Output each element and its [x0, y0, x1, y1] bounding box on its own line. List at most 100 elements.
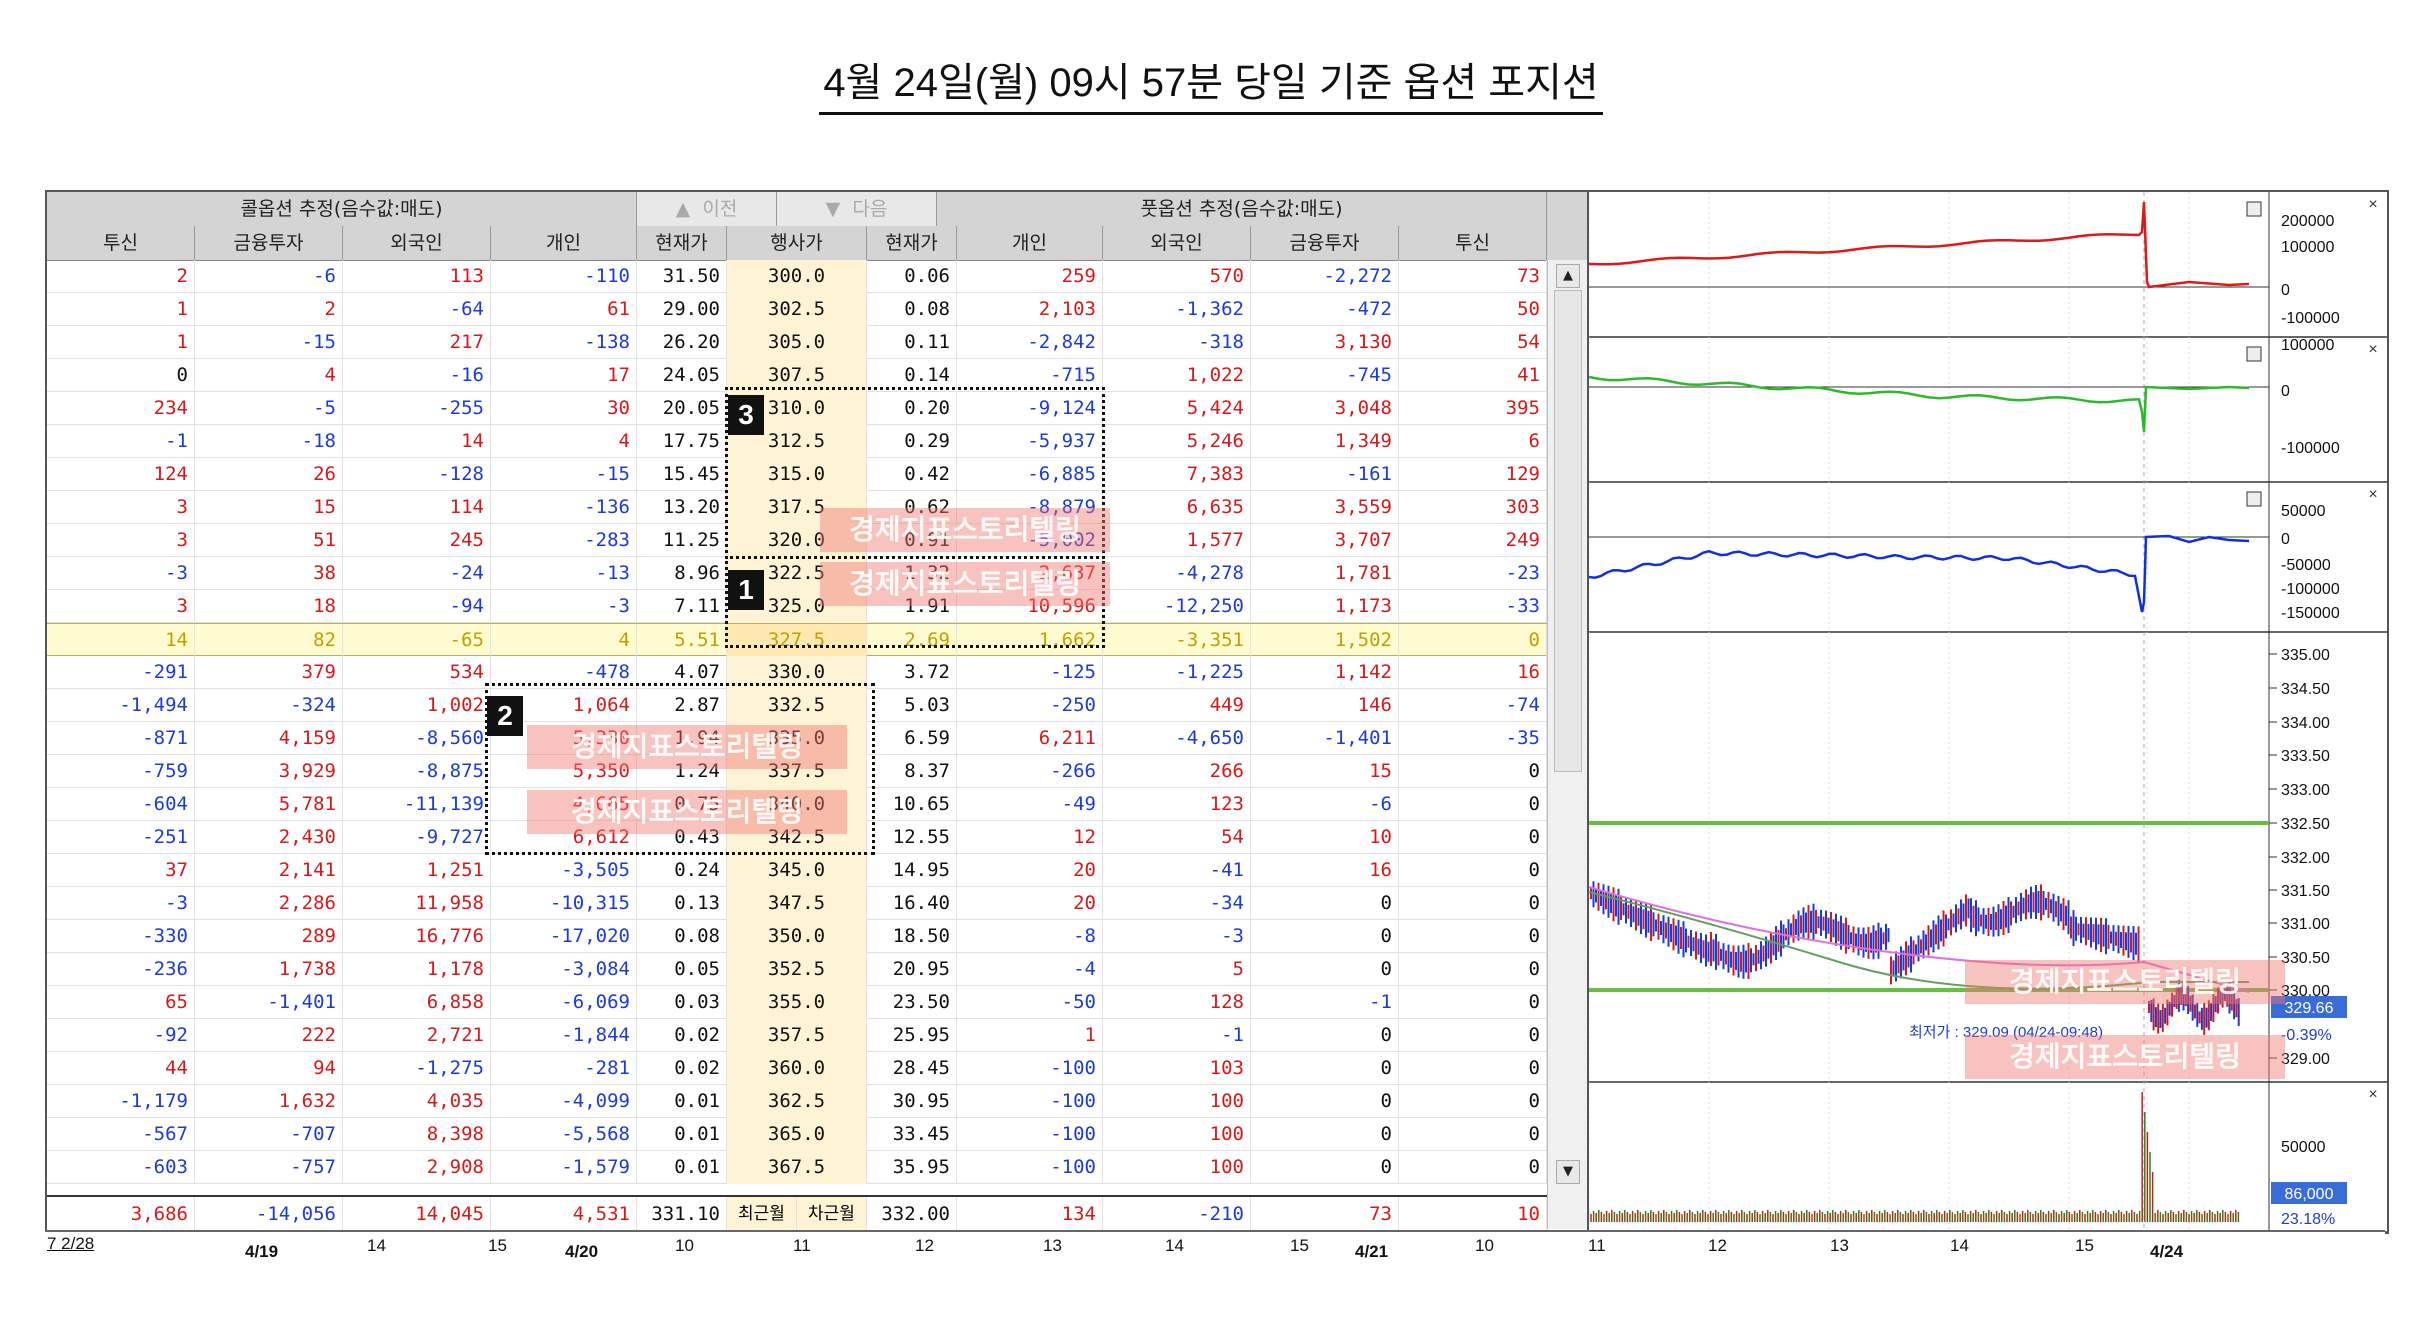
price-axis-label: 332.50 — [2281, 816, 2330, 833]
put-individual-cell: -715 — [957, 359, 1103, 392]
call-price-cell: 5.51 — [637, 624, 727, 657]
table-row[interactable]: 0 4 -16 17 24.05 307.5 0.14 -715 1,022 -745 41 — [47, 359, 1547, 392]
current-price-box — [2271, 996, 2347, 1018]
col-header[interactable]: 금융투자 — [195, 226, 343, 260]
table-row[interactable]: -1 -18 14 4 17.75 312.5 0.29 -5,937 5,246 1,349 6 — [47, 425, 1547, 458]
put-individual-cell: -2,842 — [957, 326, 1103, 359]
col-header[interactable]: 금융투자 — [1251, 226, 1399, 260]
call-fin-invest-cell: -1,401 — [195, 986, 343, 1019]
watermark: 경제지표스토리텔링 — [1965, 960, 2285, 1004]
watermark: 경제지표스토리텔링 — [820, 508, 1110, 552]
close-pane-icon[interactable]: × — [2368, 486, 2377, 503]
watermark: 경제지표스토리텔링 — [1965, 1035, 2285, 1079]
table-row[interactable]: -1,494 -324 1,002 1,064 2.87 332.5 5.03 -250 449… — [47, 689, 1547, 722]
call-foreign-cell: 6,858 — [343, 986, 491, 1019]
volume-pct-label: 23.18% — [2281, 1211, 2335, 1228]
table-row[interactable]: -871 4,159 -8,560 5,330 1.94 335.0 6.59 6,211 -4… — [47, 722, 1547, 755]
table-row[interactable]: -3 38 -24 -13 8.96 322.5 1.32 2,637 -4,278 1,781-… — [47, 557, 1547, 590]
put-inv-trust-cell: 0 — [1399, 887, 1547, 920]
table-row[interactable]: 2 -6 113 -110 31.50 300.0 0.06 259 570 -2,272 73 — [47, 260, 1547, 293]
col-header[interactable]: 외국인 — [1103, 226, 1251, 260]
time-axis: 7 2/28 4/19 14 15 4/20 10 11 12 13 14 15 4/21 10 11 12… — [45, 1230, 2385, 1272]
summary-cell: 331.10 — [637, 1197, 727, 1231]
call-fin-invest-cell: -18 — [195, 425, 343, 458]
table-row[interactable]: 65 -1,401 6,858 -6,069 0.03 355.0 23.50 -50 128-… — [47, 986, 1547, 1019]
table-row[interactable]: -604 5,781 -11,139 4,665 0.75 340.0 10.65 -49 12… — [47, 788, 1547, 821]
call-inv-trust-cell: -603 — [47, 1151, 195, 1184]
call-fin-invest-cell: 3,929 — [195, 755, 343, 788]
col-header[interactable]: 행사가 — [727, 226, 867, 260]
scroll-down-icon[interactable]: ▼ — [1556, 1160, 1580, 1184]
table-row[interactable]: 124 26 -128 -15 15.45 315.0 0.42 -6,885 7,383 -16… — [47, 458, 1547, 491]
table-row[interactable]: 1 2 -64 61 29.00 302.5 0.08 2,103 -1,362 -472 50 — [47, 293, 1547, 326]
call-inv-trust-cell: 37 — [47, 854, 195, 887]
col-header[interactable]: 외국인 — [343, 226, 491, 260]
call-inv-trust-cell: 3 — [47, 590, 195, 623]
table-row[interactable]: -3 2,286 11,958 -10,315 0.13 347.5 16.40 20 -34 0… — [47, 887, 1547, 920]
table-row[interactable]: -1,179 1,632 4,035 -4,099 0.01 362.5 30.95 -100… — [47, 1085, 1547, 1118]
call-fin-invest-cell: 2,141 — [195, 854, 343, 887]
close-pane-icon[interactable]: × — [2368, 341, 2377, 358]
col-header[interactable]: 투신 — [1399, 226, 1547, 260]
call-fin-invest-cell: 4,159 — [195, 722, 343, 755]
col-header[interactable]: 투신 — [47, 226, 195, 260]
pane3-axis-label: -100000 — [2281, 581, 2340, 598]
col-header[interactable]: 개인 — [957, 226, 1103, 260]
put-foreign-cell: 6,635 — [1103, 491, 1251, 524]
put-foreign-cell: 570 — [1103, 260, 1251, 293]
foreign-futures-line — [1588, 201, 2250, 289]
summary-cell: 4,531 — [491, 1197, 637, 1231]
table-row[interactable]: -92 222 2,721 -1,844 0.02 357.5 25.95 1 -1 0 0 — [47, 1019, 1547, 1052]
pane1-axis-label: 200000 — [2281, 213, 2334, 230]
strike-price-cell: 327.5 — [727, 624, 867, 657]
pane3-axis-label: -150000 — [2281, 605, 2340, 622]
table-row[interactable]: 3 51 245 -283 11.25 320.0 0.91 -5,002 1,577 3,707… — [47, 524, 1547, 557]
next-button[interactable]: ▼ 다음 — [777, 192, 937, 226]
put-price-cell: 10.65 — [867, 788, 957, 821]
summary-cell: 3,686 — [47, 1197, 195, 1231]
table-row[interactable]: 37 2,141 1,251 -3,505 0.24 345.0 14.95 20 -41 16 0 — [47, 854, 1547, 887]
pane-expand-icon[interactable] — [2246, 346, 2262, 362]
put-foreign-cell: -4,278 — [1103, 557, 1251, 590]
col-header[interactable]: 현재가 — [867, 226, 957, 260]
col-header[interactable]: 현재가 — [637, 226, 727, 260]
scroll-thumb[interactable] — [1554, 290, 1582, 772]
put-inv-trust-cell: 0 — [1399, 755, 1547, 788]
call-foreign-cell: 4,035 — [343, 1085, 491, 1118]
table-row[interactable]: -603 -757 2,908 -1,579 0.01 367.5 35.95 -100 100… — [47, 1151, 1547, 1184]
pane-expand-icon[interactable] — [2246, 201, 2262, 217]
scroll-up-icon[interactable]: ▲ — [1556, 264, 1580, 288]
close-pane-icon[interactable]: × — [2368, 1086, 2377, 1103]
call-individual-cell: 4,665 — [491, 788, 637, 821]
close-pane-icon[interactable]: × — [2368, 196, 2377, 213]
call-inv-trust-cell: -759 — [47, 755, 195, 788]
axis-tick-label: 15 — [488, 1236, 507, 1255]
col-header[interactable]: 개인 — [491, 226, 637, 260]
put-inv-trust-cell: 0 — [1399, 624, 1547, 657]
call-foreign-cell: -255 — [343, 392, 491, 425]
call-price-cell: 0.13 — [637, 887, 727, 920]
table-row[interactable]: 44 94 -1,275 -281 0.02 360.0 28.45 -100 103 0 0 — [47, 1052, 1547, 1085]
table-row[interactable]: -759 3,929 -8,875 5,350 1.24 337.5 8.37 -266 266… — [47, 755, 1547, 788]
call-inv-trust-cell: -3 — [47, 887, 195, 920]
prev-button[interactable]: ▲ 이전 — [637, 192, 777, 226]
table-row[interactable]: -567 -707 8,398 -5,568 0.01 365.0 33.45 -100 100… — [47, 1118, 1547, 1151]
table-row[interactable]: 3 15 114 -136 13.20 317.5 0.62 -8,879 6,635 3,559… — [47, 491, 1547, 524]
vertical-scrollbar[interactable]: ▲ ▼ — [1547, 260, 1587, 1229]
call-foreign-cell: -1,275 — [343, 1052, 491, 1085]
table-row[interactable]: -236 1,738 1,178 -3,084 0.05 352.5 20.95 -4 5 0 0 — [47, 953, 1547, 986]
call-fin-invest-cell: -757 — [195, 1151, 343, 1184]
pane-expand-icon[interactable] — [2246, 491, 2262, 507]
table-row[interactable]: -330 289 16,776 -17,020 0.08 350.0 18.50 -8 -3 0 0 — [47, 920, 1547, 953]
put-price-cell: 25.95 — [867, 1019, 957, 1052]
call-price-cell: 13.20 — [637, 491, 727, 524]
put-inv-trust-cell: 303 — [1399, 491, 1547, 524]
put-fin-invest-cell: 10 — [1251, 821, 1399, 854]
call-price-cell: 0.05 — [637, 953, 727, 986]
table-row[interactable]: 1 -15 217 -138 26.20 305.0 0.11 -2,842 -318 3,130… — [47, 326, 1547, 359]
call-foreign-cell: -8,560 — [343, 722, 491, 755]
call-inv-trust-cell: -330 — [47, 920, 195, 953]
pane2-axis-label: -100000 — [2281, 440, 2340, 457]
strike-price-cell: 340.0 — [727, 788, 867, 821]
call-individual-cell: -10,315 — [491, 887, 637, 920]
